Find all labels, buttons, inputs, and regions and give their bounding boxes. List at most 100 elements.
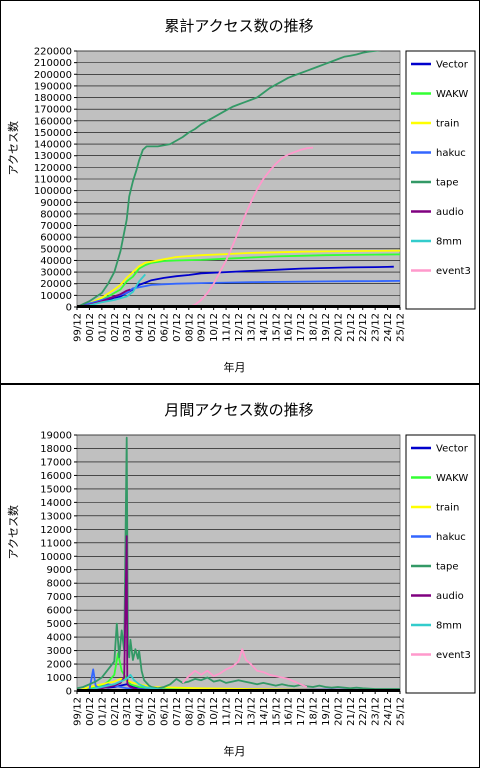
y-tick-label: 180000 — [34, 93, 72, 104]
x-tick-label: 23/12 — [371, 313, 382, 342]
y-tick-label: 90000 — [40, 198, 72, 209]
x-tick-label: 24/12 — [383, 697, 394, 726]
y-tick-label: 0 — [66, 303, 72, 314]
x-tick-label: 25/12 — [396, 697, 407, 726]
y-tick-label: 150000 — [34, 128, 72, 139]
legend-label: tape — [436, 178, 459, 189]
y-axis-label: アクセス数 — [7, 505, 20, 559]
y-tick-label: 160000 — [34, 116, 72, 127]
x-tick-label: 19/12 — [321, 313, 332, 342]
y-tick-label: 15000 — [40, 484, 72, 495]
plot-floor — [77, 689, 400, 692]
x-tick-label: 16/12 — [284, 313, 295, 342]
legend-label: WAKW — [436, 473, 468, 484]
y-tick-label: 16000 — [40, 471, 72, 482]
x-tick-label: 09/12 — [197, 313, 208, 342]
y-tick-label: 100000 — [34, 186, 72, 197]
y-tick-label: 140000 — [34, 140, 72, 151]
x-tick-label: 25/12 — [396, 313, 407, 342]
x-tick-label: 08/12 — [184, 697, 195, 726]
cumulative-chart-panel: 累計アクセス数の推移 0 10000 20000 30000 40000 50000 6000… — [0, 0, 480, 384]
x-tick-label: 06/12 — [159, 697, 170, 726]
y-tick-label: 3000 — [47, 646, 72, 657]
y-tick-label: 4000 — [47, 633, 72, 644]
chart-title: 月間アクセス数の推移 — [164, 401, 313, 419]
x-tick-label: 12/12 — [234, 313, 245, 342]
legend-label: audio — [436, 591, 464, 602]
x-tick-label: 99/12 — [73, 697, 84, 726]
y-tick-label: 210000 — [34, 58, 72, 69]
x-tick-label: 15/12 — [271, 697, 282, 726]
legend-label: train — [436, 119, 459, 130]
x-tick-label: 14/12 — [259, 313, 270, 342]
y-tick-label: 17000 — [40, 457, 72, 468]
series-line-event3 — [181, 648, 308, 688]
x-tick-label: 17/12 — [296, 697, 307, 726]
series-group — [77, 51, 400, 307]
y-tick-label: 12000 — [40, 525, 72, 536]
series-line-8mm — [77, 273, 146, 307]
legend-label: event3 — [436, 266, 471, 277]
y-tick-label: 20000 — [40, 279, 72, 290]
x-tick-label: 04/12 — [135, 697, 146, 726]
legend-label: train — [436, 503, 459, 514]
x-tick-label: 20/12 — [333, 313, 344, 342]
y-tick-label: 18000 — [40, 444, 72, 455]
x-tick-label: 19/12 — [321, 697, 332, 726]
legend-label: hakuc — [436, 532, 466, 543]
legend-label: 8mm — [436, 237, 462, 248]
y-tick-label: 7000 — [47, 592, 72, 603]
x-tick-label: 05/12 — [147, 313, 158, 342]
y-tick-label: 190000 — [34, 81, 72, 92]
x-tick-label: 13/12 — [246, 697, 257, 726]
y-tick-label: 19000 — [40, 431, 72, 442]
legend-label: 8mm — [436, 621, 462, 632]
y-tick-label: 170000 — [34, 105, 72, 116]
x-tick-label: 01/12 — [97, 313, 108, 342]
x-tick-label: 08/12 — [184, 313, 195, 342]
y-tick-label: 9000 — [47, 565, 72, 576]
cumulative-chart: 累計アクセス数の推移 010000200003000040000500006000… — [7, 17, 476, 374]
x-tick-label: 10/12 — [209, 313, 220, 342]
x-tick-label: 24/12 — [383, 313, 394, 342]
x-axis-label: 年月 — [224, 360, 246, 374]
y-tick-label: 130000 — [34, 151, 72, 162]
monthly-chart-panel: 月間アクセス数の推移 0 1000 2000 3000 4000 5000 6000 7000 8… — [0, 384, 480, 768]
y-tick-label: 14000 — [40, 498, 72, 509]
x-tick-label: 07/12 — [172, 697, 183, 726]
x-tick-label: 02/12 — [110, 313, 121, 342]
x-tick-label: 14/12 — [259, 697, 270, 726]
x-tick-label: 21/12 — [346, 697, 357, 726]
legend-label: Vector — [436, 60, 469, 71]
y-tick-label: 40000 — [40, 256, 72, 267]
x-tick-label: 15/12 — [271, 313, 282, 342]
y-tick-label: 120000 — [34, 163, 72, 174]
series-line-event3 — [188, 146, 314, 307]
x-tick-label: 23/12 — [371, 697, 382, 726]
legend-label: tape — [436, 562, 459, 573]
x-tick-label: 17/12 — [296, 313, 307, 342]
chart-title: 累計アクセス数の推移 — [164, 17, 313, 35]
x-tick-label: 04/12 — [135, 313, 146, 342]
x-tick-label: 16/12 — [284, 697, 295, 726]
plot-floor — [77, 305, 400, 308]
x-tick-label: 00/12 — [85, 697, 96, 726]
legend-label: audio — [436, 207, 464, 218]
legend-label: Vector — [436, 444, 469, 455]
x-tick-label: 99/12 — [73, 313, 84, 342]
y-tick-label: 1000 — [47, 673, 72, 684]
y-tick-label: 8000 — [47, 579, 72, 590]
legend-label: event3 — [436, 650, 471, 661]
x-tick-label: 05/12 — [147, 697, 158, 726]
x-tick-label: 06/12 — [159, 313, 170, 342]
series-line-wakw — [77, 253, 400, 307]
x-tick-label: 18/12 — [309, 697, 320, 726]
x-tick-label: 03/12 — [122, 697, 133, 726]
x-axis-label: 年月 — [224, 744, 246, 758]
y-tick-label: 200000 — [34, 70, 72, 81]
y-tick-label: 60000 — [40, 233, 72, 244]
x-tick-label: 00/12 — [85, 313, 96, 342]
y-tick-label: 30000 — [40, 268, 72, 279]
x-tick-label: 22/12 — [358, 313, 369, 342]
x-tick-label: 02/12 — [110, 697, 121, 726]
